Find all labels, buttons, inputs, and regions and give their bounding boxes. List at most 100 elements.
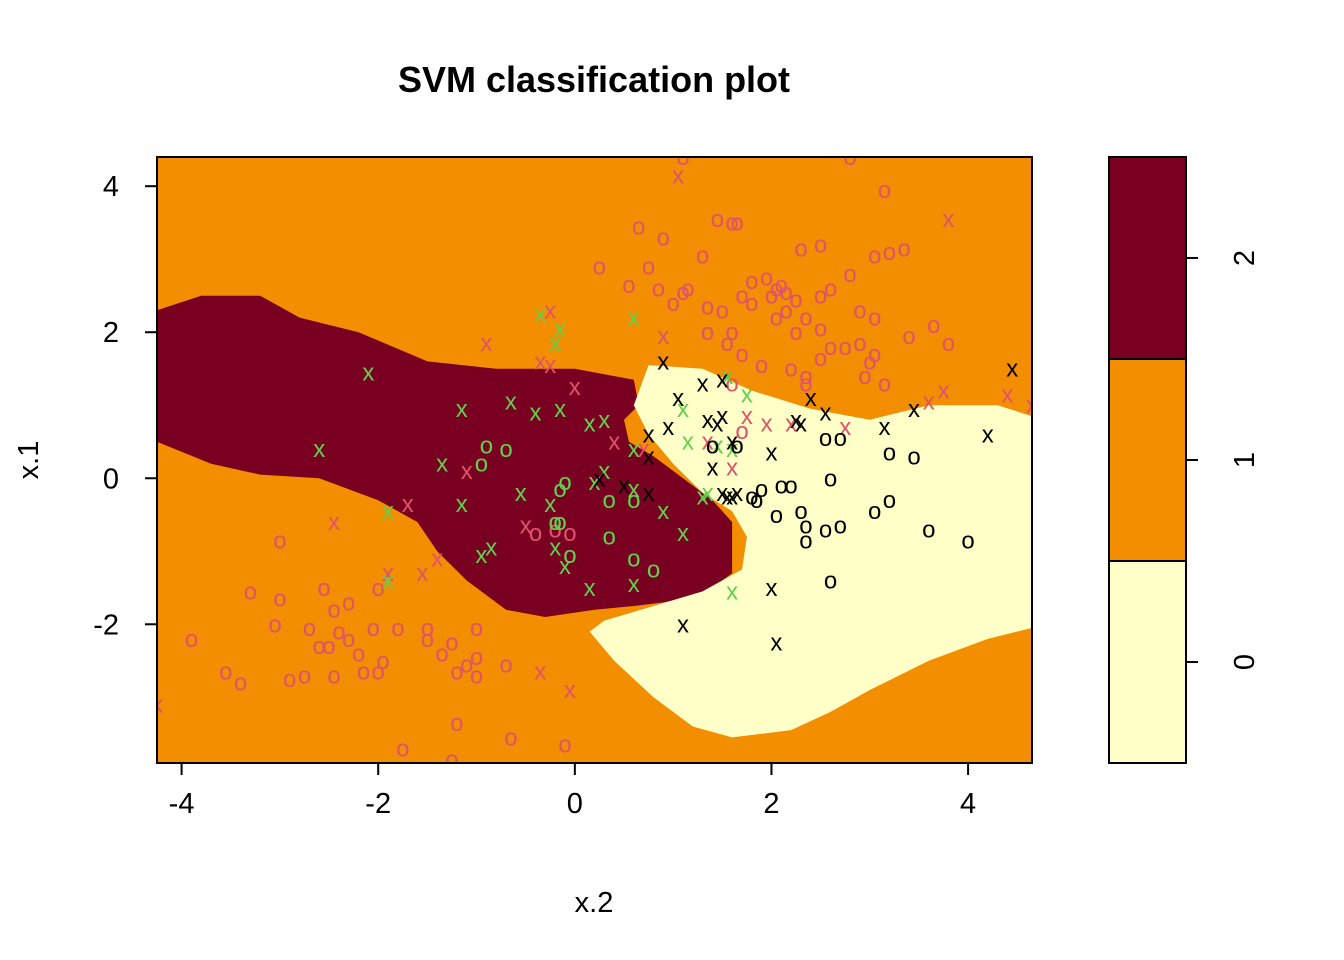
data-point: x (534, 301, 546, 328)
data-point: o (317, 575, 330, 602)
data-point: x (608, 429, 620, 456)
data-point: x (544, 297, 556, 324)
data-point: o (961, 527, 974, 554)
data-point: x (549, 330, 561, 357)
data-point: o (853, 297, 866, 324)
decision-regions (157, 157, 1032, 763)
data-point: x (711, 411, 723, 438)
data-point: o (603, 487, 616, 514)
data-point: x (908, 396, 920, 423)
data-point: o (450, 659, 463, 686)
data-point: x (416, 560, 428, 587)
data-point: o (834, 513, 847, 540)
data-point: x (697, 370, 709, 397)
data-point: o (499, 651, 512, 678)
data-point: o (642, 254, 655, 281)
data-point: o (563, 520, 576, 547)
data-point: o (553, 509, 566, 536)
data-point: o (799, 513, 812, 540)
data-point: x (589, 469, 601, 496)
data-point: o (814, 345, 827, 372)
data-point: x (584, 411, 596, 438)
x-axis-label: x.2 (575, 887, 614, 919)
data-point: o (922, 516, 935, 543)
data-point: o (863, 348, 876, 375)
data-point: o (858, 363, 871, 390)
data-point: o (332, 619, 345, 646)
data-point: o (327, 662, 340, 689)
data-point: o (716, 297, 729, 324)
color-legend: 0 1 2 (1108, 156, 1261, 764)
data-point: x (584, 575, 596, 602)
data-point: o (799, 305, 812, 332)
data-point: o (765, 283, 778, 310)
y-tick-label: 0 (103, 463, 119, 495)
data-point: o (819, 516, 832, 543)
data-point: o (268, 611, 281, 638)
data-point: o (219, 659, 232, 686)
data-point: o (627, 487, 640, 514)
data-point: x (628, 305, 640, 332)
data-point: x (598, 458, 610, 485)
data-point: o (303, 615, 316, 642)
data-point: x (726, 454, 738, 481)
data-point: o (927, 312, 940, 339)
data-point: o (898, 235, 911, 262)
data-point: x (520, 513, 532, 540)
data-point: x (151, 692, 163, 719)
x-tick-label: 4 (960, 788, 976, 820)
data-point: o (549, 516, 562, 543)
legend-swatch (1108, 358, 1187, 562)
data-point: o (775, 272, 788, 299)
data-point: x (741, 381, 753, 408)
data-point: o (711, 206, 724, 233)
data-point: x (731, 480, 743, 507)
data-point: o (883, 487, 896, 514)
data-point: o (283, 666, 296, 693)
x-tick-label: -2 (365, 788, 391, 820)
legend-swatch (1108, 560, 1187, 764)
data-point: o (745, 268, 758, 295)
data-point: x (672, 385, 684, 412)
data-point: x (657, 323, 669, 350)
data-point: o (273, 586, 286, 613)
data-point: x (761, 411, 773, 438)
data-point: o (504, 724, 517, 751)
x-tick-label: 0 (567, 788, 583, 820)
data-point: o (789, 286, 802, 313)
data-point: x (534, 348, 546, 375)
data-point: x (716, 403, 728, 430)
data-point: o (730, 210, 743, 237)
data-point: o (657, 224, 670, 251)
data-point: o (780, 279, 793, 306)
data-point: x (554, 316, 566, 343)
data-point: x (456, 396, 468, 423)
data-point: o (755, 352, 768, 379)
data-point: o (701, 319, 714, 346)
data-point: o (435, 641, 448, 668)
data-point: o (549, 509, 562, 536)
data-point: o (770, 502, 783, 529)
data-point: x (702, 429, 714, 456)
data-point: o (244, 578, 257, 605)
data-point: o (883, 440, 896, 467)
data-point: o (799, 370, 812, 397)
data-point: x (1001, 381, 1013, 408)
legend-label: 1 (1229, 452, 1261, 468)
data-point: o (750, 487, 763, 514)
data-point: x (716, 480, 728, 507)
data-point: o (735, 418, 748, 445)
region-class-0 (589, 365, 1032, 738)
y-axis: -2 0 2 4 (93, 171, 157, 641)
data-point: x (530, 400, 542, 427)
data-point: x (677, 611, 689, 638)
data-point: x (741, 403, 753, 430)
data-point: o (627, 546, 640, 573)
data-point: o (755, 476, 768, 503)
data-point: x (785, 411, 797, 438)
data-point: x (628, 436, 640, 463)
data-point: o (553, 476, 566, 503)
data-point: o (421, 626, 434, 653)
data-point: o (814, 283, 827, 310)
